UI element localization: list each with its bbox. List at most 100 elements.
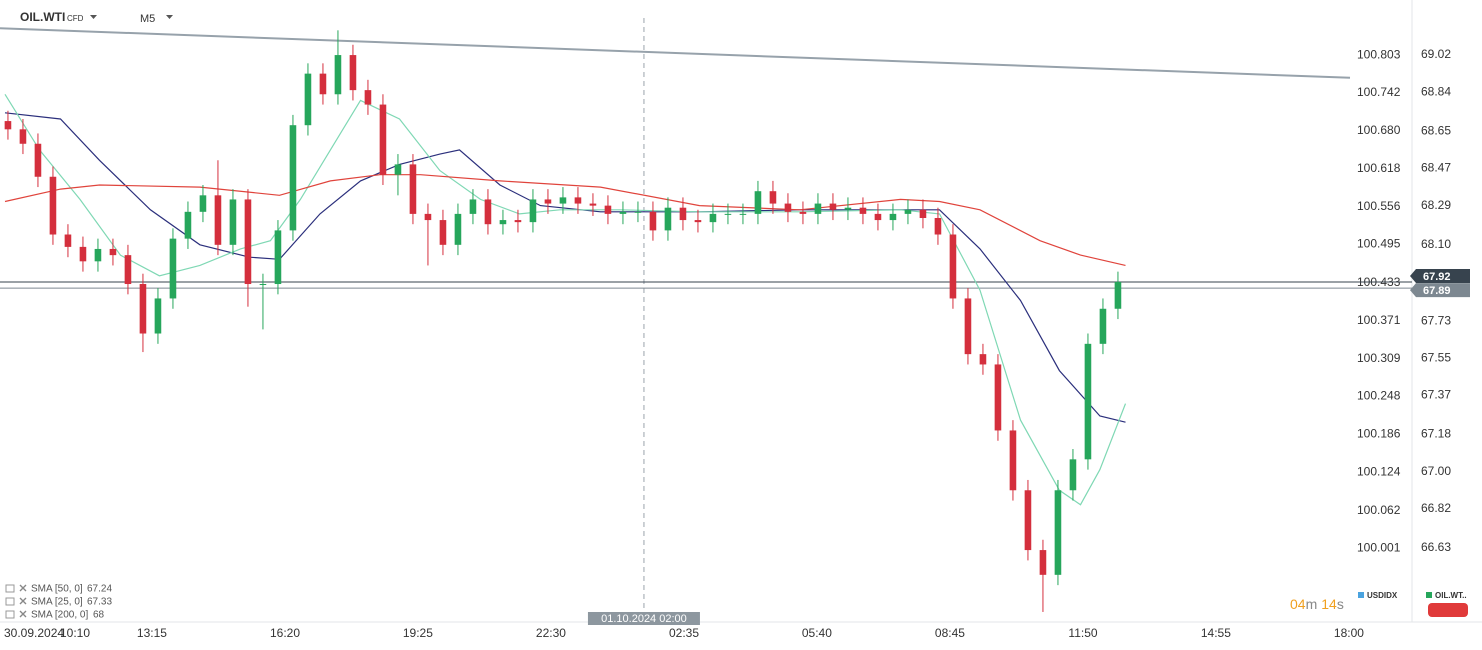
legend-remove[interactable] [19,597,27,605]
candle-body [439,220,447,245]
legend-label[interactable]: USDIDX [1367,591,1398,600]
candle [904,199,912,225]
sma-legend-value: 67.24 [87,584,112,595]
y2-tick-label: 100.556 [1357,199,1401,213]
candle [229,189,237,256]
candle-body [169,238,177,299]
candle-body [829,203,837,210]
candle [379,94,387,186]
price-tag-label: 67.92 [1423,271,1451,283]
candle [544,189,552,214]
sma-line [4,112,1126,423]
legend-label[interactable]: OIL.WT.. [1435,591,1467,600]
candle [844,197,852,221]
candle [964,288,972,365]
y-tick-label: 67.00 [1421,464,1451,478]
instrument-class: CFD [67,14,84,23]
y2-tick-label: 100.371 [1357,313,1401,327]
candle [424,203,432,266]
candle [109,238,117,266]
candle-body [349,55,357,91]
y2-tick-label: 100.186 [1357,427,1401,441]
sma-legend-name: SMA [50, 0] [31,584,83,595]
candle [1114,271,1122,320]
candle [949,224,957,309]
candle [1024,479,1032,561]
candle [139,273,147,353]
candle [169,228,177,309]
candle [154,288,162,344]
close-button[interactable] [1428,603,1468,617]
candle [64,224,72,258]
candle [304,63,312,136]
legend-icon [5,597,15,606]
candle-body [844,207,852,210]
candle [604,195,612,225]
candle-body [949,234,957,299]
candle [1099,298,1107,355]
candle [469,189,477,225]
legend-remove[interactable] [19,610,27,618]
candle [184,201,192,249]
y-tick-label: 68.29 [1421,198,1451,212]
y2-tick-label: 100.248 [1357,389,1401,403]
candle-body [544,199,552,204]
candle-body [499,220,507,225]
candle-body [934,218,942,235]
candle [49,166,57,245]
price-tag-label: 67.89 [1423,285,1451,297]
candle [679,197,687,231]
sma-legend-value: 68 [93,610,105,621]
candle [439,209,447,256]
candle-body [319,73,327,95]
countdown-part: m [1306,596,1318,612]
candle-body [334,55,342,95]
candle [1054,479,1062,586]
candle-body [244,199,252,285]
countdown-part: s [1337,596,1344,612]
symbol[interactable]: OIL.WTI [20,10,65,24]
candle [739,203,747,225]
candle-body [184,211,192,239]
candle-body [634,211,642,213]
candle-body [994,364,1002,431]
candle [784,193,792,223]
candle-body [1054,490,1062,575]
session-label: 01.10.2024 02:00 [601,613,687,625]
y-tick-label: 66.82 [1421,501,1451,515]
symbol-dropdown[interactable] [90,15,97,19]
candle [574,187,582,214]
countdown-part: 04 [1290,596,1306,612]
candle [289,114,297,241]
candle-body [559,197,567,204]
legend-remove[interactable] [19,584,27,592]
candle-body [454,213,462,245]
y2-tick-label: 100.495 [1357,237,1401,251]
candle [694,209,702,233]
x-tick-label: 14:55 [1201,626,1231,640]
timeframe-dropdown[interactable] [166,15,173,19]
candle [709,203,717,233]
legend-icon [5,610,15,619]
timeframe[interactable]: M5 [140,13,155,25]
candle-body [514,220,522,223]
candle-body [4,121,12,130]
candle-body [604,205,612,214]
candle [979,343,987,375]
candle-body [214,195,222,245]
legend-icon [5,584,15,593]
candle [889,203,897,231]
legend-swatch [1358,592,1364,598]
candle-body [1114,281,1122,309]
candle [1069,449,1077,501]
y2-tick-label: 100.742 [1357,85,1401,99]
x-tick-label: 16:20 [270,626,300,640]
candle-body [859,207,867,214]
candle [649,201,657,241]
candle-body [289,125,297,231]
candle [79,236,87,272]
candle [499,209,507,235]
candle [994,354,1002,441]
